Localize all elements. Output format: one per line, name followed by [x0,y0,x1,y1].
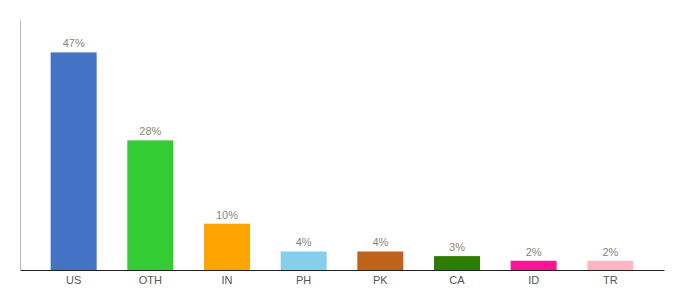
tick-label: OTH [139,274,162,286]
bar [511,261,557,270]
bar [357,251,403,270]
tick: OTH [139,270,162,286]
data-label: 4% [372,236,388,248]
bar [434,256,480,270]
bar [587,261,633,270]
tick: IN [222,270,233,286]
bar [51,52,97,270]
bars [51,52,634,270]
tick-label: IN [222,274,233,286]
tick-label: CA [449,274,465,286]
tick: PK [373,270,388,286]
chart: US OTH IN PH PK CA ID TR 47% 28% 10% 4% 4% 3% 2% 2% [0,0,680,300]
tick-label: ID [528,274,539,286]
tick: ID [528,270,539,286]
plot: US OTH IN PH PK CA ID TR 47% 28% 10% 4% 4% 3% 2% 2% [21,21,665,286]
data-label: 2% [526,246,542,258]
y-axis [20,21,21,271]
data-label: 2% [602,246,618,258]
bar [204,224,250,270]
data-label: 47% [63,37,85,49]
tick-label: PH [296,274,311,286]
data-label: 28% [139,125,161,137]
data-labels: 47% 28% 10% 4% 4% 3% 2% 2% [63,37,619,257]
tick-label: PK [373,274,388,286]
tick-label: TR [603,274,618,286]
tick-label: US [66,274,81,286]
bar [281,251,327,270]
axis-line [20,21,21,271]
axis-line [21,270,665,271]
tick: PH [296,270,311,286]
tick: CA [449,270,465,286]
tick: US [66,270,81,286]
bar [127,140,173,270]
tick: TR [603,270,618,286]
data-label: 10% [216,209,238,221]
data-label: 4% [296,236,312,248]
x-axis: US OTH IN PH PK CA ID TR [21,270,665,286]
data-label: 3% [449,241,465,253]
